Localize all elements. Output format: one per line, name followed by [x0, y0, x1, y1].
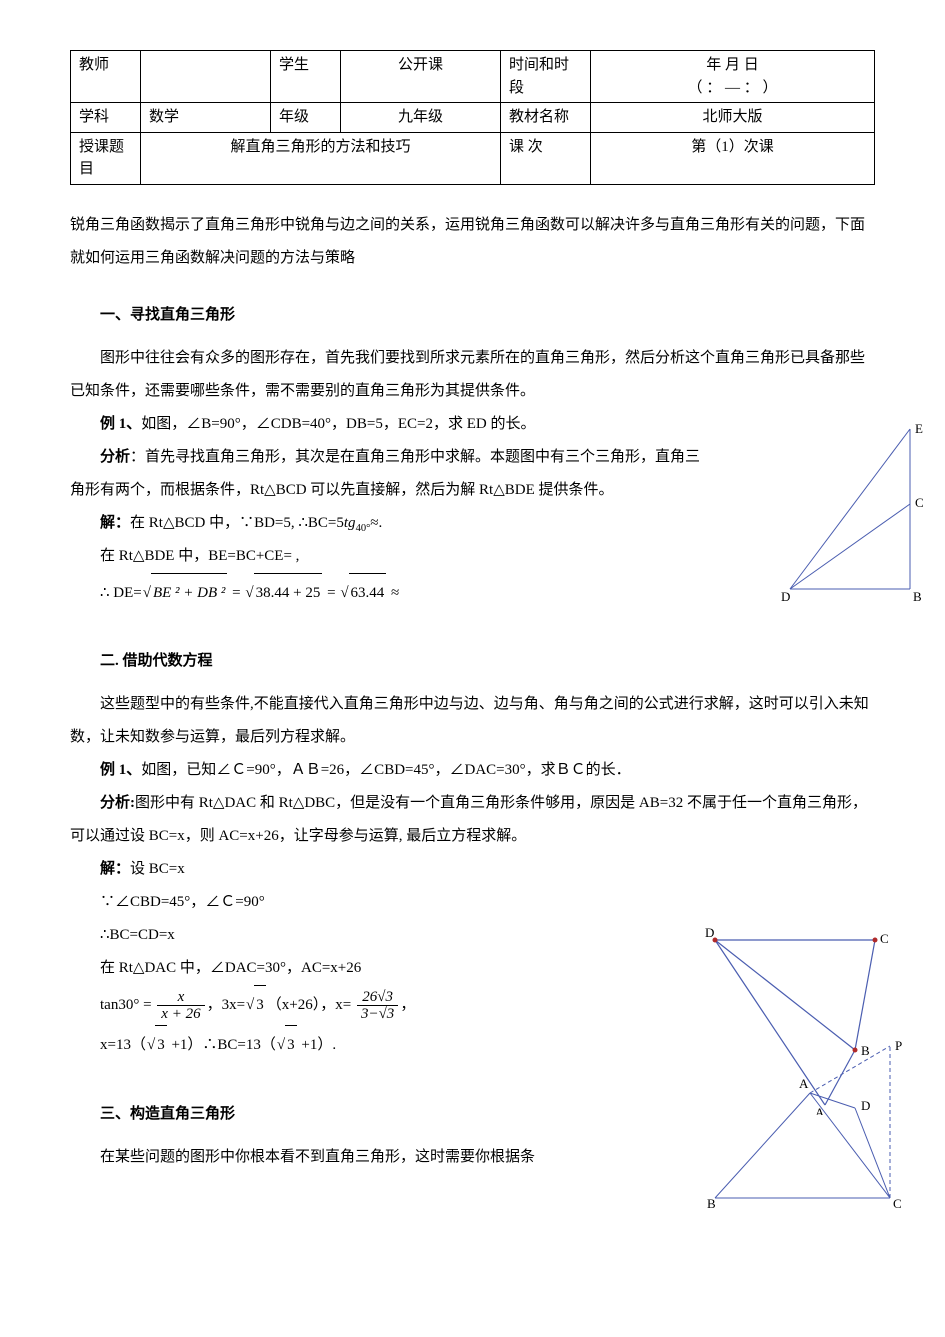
subject-label: 学科 — [71, 103, 141, 133]
sqrt-3c: 3 — [277, 1025, 297, 1065]
textbook-label: 教材名称 — [501, 103, 591, 133]
sol-approx: ≈. — [370, 515, 382, 531]
student-label: 学生 — [271, 51, 341, 103]
subject-value: 数学 — [141, 103, 271, 133]
sol-line3-pre: ∴ DE= — [100, 585, 142, 601]
student-value: 公开课 — [341, 51, 501, 103]
time-label: 时间和时段 — [501, 51, 591, 103]
figure-3: P A D B C — [695, 1038, 915, 1208]
solution-label-2: 解： — [100, 861, 130, 877]
s2-l6-end: +1）. — [298, 1037, 336, 1053]
sol-line3: ∴ DE=BE ² + DB ² = 38.44 + 25 = 63.44 ≈ — [100, 573, 875, 613]
header-table: 教师 学生 公开课 时间和时段 年 月 日 （ ： — ： ） 学科 数学 年级… — [70, 50, 875, 185]
section-2: 二. 借助代数方程 这些题型中的有些条件,不能直接代入直角三角形中边与边、边与角… — [70, 645, 875, 1065]
section1-solution: 解：在 Rt△BCD 中，∵BD=5, ∴BC=5tg40°≈. — [70, 507, 875, 540]
intro-paragraph: 锐角三角函数揭示了直角三角形中锐角与边之间的关系，运用锐角三角函数可以解决许多与… — [70, 209, 875, 275]
fig1-label-B: B — [913, 589, 922, 604]
analysis-label-2: 分析: — [100, 795, 135, 811]
example-label: 例 1、 — [100, 416, 141, 432]
fig3-label-D: D — [861, 1098, 870, 1113]
fig3-label-B: B — [707, 1196, 716, 1208]
teacher-label: 教师 — [71, 51, 141, 103]
fig3-label-P: P — [895, 1038, 902, 1053]
section1-p1: 图形中往往会有众多的图形存在，首先我们要找到所求元素所在的直角三角形，然后分析这… — [70, 342, 875, 408]
lesson-label: 课 次 — [501, 132, 591, 184]
fig2-label-D: D — [705, 925, 714, 940]
section1-analysis: 分析：首先寻找直角三角形，其次是在直角三角形中求解。本题图中有三个三角形，直角三… — [70, 441, 875, 507]
section-1: 一、寻找直角三角形 图形中往往会有众多的图形存在，首先我们要找到所求元素所在的直… — [70, 299, 875, 613]
frac-1: x x + 26 — [157, 989, 204, 1023]
topic-value: 解直角三角形的方法和技巧 — [141, 132, 501, 184]
fig1-label-D: D — [781, 589, 790, 604]
sqrt-3: 63.44 — [340, 573, 386, 613]
tg-sub: 40° — [356, 523, 371, 534]
sqrt-2: 38.44 + 25 — [245, 573, 322, 613]
sqrt-3b: 3 — [147, 1025, 167, 1065]
figure-1: E C D B — [775, 419, 935, 609]
grade-value: 九年级 — [341, 103, 501, 133]
time-value: 年 月 日 （ ： — ： ） — [591, 51, 875, 103]
tg-symbol: tg — [344, 515, 356, 531]
analysis-text-2: 图形中有 Rt△DAC 和 Rt△DBC，但是没有一个直角三角形条件够用，原因是… — [70, 795, 867, 844]
s2-l5-pre: tan30° = — [100, 997, 152, 1013]
analysis-text: ：首先寻找直角三角形，其次是在直角三角形中求解。本题图中有三个三角形，直角三角形… — [70, 449, 700, 498]
fig1-label-E: E — [915, 421, 923, 436]
teacher-value — [141, 51, 271, 103]
s2-l5-end: ， — [400, 997, 415, 1013]
sol-end: ≈ — [387, 585, 399, 601]
lesson-value: 第（1）次课 — [591, 132, 875, 184]
example-label-2: 例 1、 — [100, 762, 141, 778]
frac-2: 26√3 3−√3 — [357, 989, 398, 1023]
s2-l2: ∵∠CBD=45°，∠Ｃ=90° — [100, 886, 875, 919]
fig3-label-C: C — [893, 1196, 902, 1208]
fig1-label-C: C — [915, 495, 924, 510]
eq1: = — [228, 585, 244, 601]
topic-label: 授课题目 — [71, 132, 141, 184]
section2-analysis: 分析:图形中有 Rt△DAC 和 Rt△DBC，但是没有一个直角三角形条件够用，… — [70, 787, 875, 853]
section2-example: 例 1、如图，已知∠Ｃ=90°，ＡＢ=26，∠CBD=45°，∠DAC=30°，… — [70, 754, 875, 787]
solution-label: 解： — [100, 515, 130, 531]
fig3-label-A: A — [799, 1076, 809, 1091]
section1-example: 例 1、如图，∠B=90°，∠CDB=40°，DB=5，EC=2，求 ED 的长… — [70, 408, 875, 441]
sqrt-1: BE ² + DB ² — [143, 573, 228, 613]
s2-l6-mid: +1）∴BC=13（ — [168, 1037, 276, 1053]
section-3: 三、构造直角三角形 在某些问题的图形中你根本看不到直角三角形，这时需要你根据条 … — [70, 1098, 875, 1174]
section2-solution: 解：设 BC=x — [70, 853, 875, 886]
sol-line2: 在 Rt△BDE 中，BE=BC+CE= , — [70, 540, 875, 573]
sqrt-3a: 3 — [246, 985, 266, 1025]
s2-l6-pre: x=13（ — [100, 1037, 146, 1053]
s2-l5-mid2: （x+26），x= — [267, 997, 351, 1013]
example-text-2: 如图，已知∠Ｃ=90°，ＡＢ=26，∠CBD=45°，∠DAC=30°，求ＢＣ的… — [141, 762, 630, 778]
section1-title: 一、寻找直角三角形 — [100, 299, 875, 332]
grade-label: 年级 — [271, 103, 341, 133]
sol-line1: 在 Rt△BCD 中，∵BD=5, ∴BC=5 — [130, 515, 344, 531]
analysis-label: 分析 — [100, 449, 130, 465]
section2-p1: 这些题型中的有些条件,不能直接代入直角三角形中边与边、边与角、角与角之间的公式进… — [70, 688, 875, 754]
eq2: = — [323, 585, 339, 601]
textbook-value: 北师大版 — [591, 103, 875, 133]
fig2-label-C: C — [880, 931, 889, 946]
section2-title: 二. 借助代数方程 — [100, 645, 875, 678]
s2-l5-mid: ，3x= — [207, 997, 245, 1013]
example-text: 如图，∠B=90°，∠CDB=40°，DB=5，EC=2，求 ED 的长。 — [141, 416, 535, 432]
s2-l1: 设 BC=x — [130, 861, 185, 877]
